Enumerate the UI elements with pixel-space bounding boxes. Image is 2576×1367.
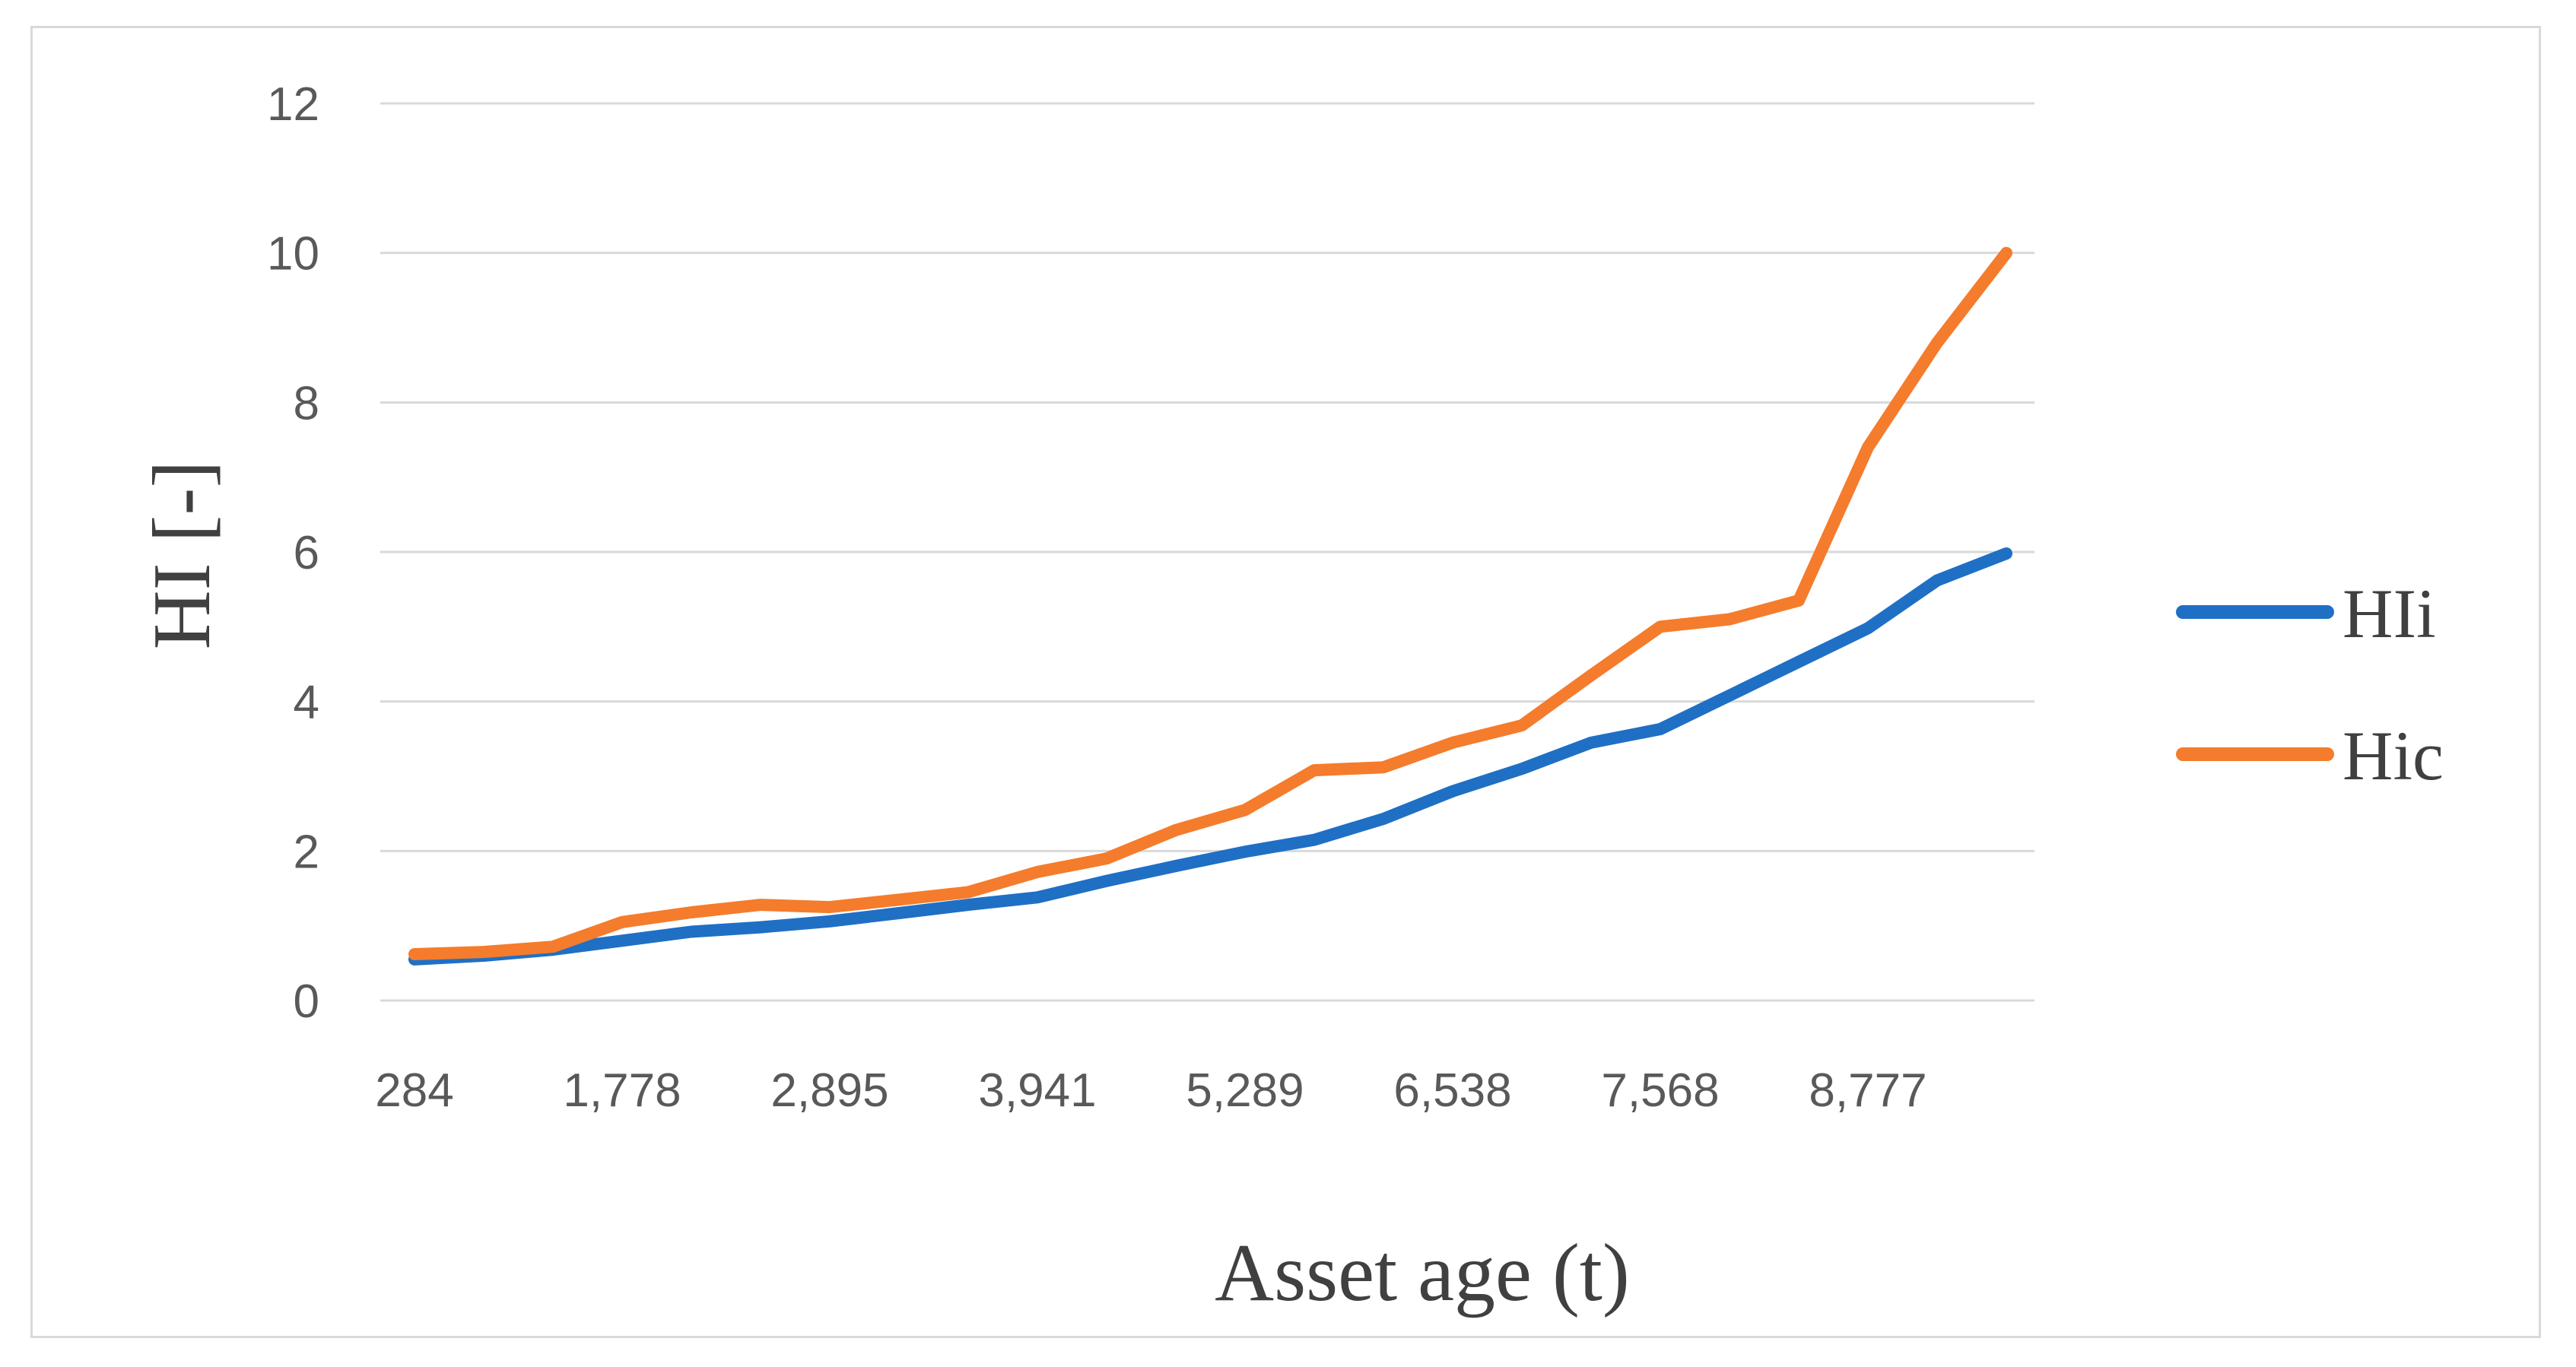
x-tick-label: 1,778 [563,1064,681,1117]
y-axis-title: HI [-] [137,461,227,650]
series-line-hic [408,246,2012,960]
series-line-hii [408,547,2012,966]
legend-label-hic: Hic [2343,717,2444,795]
x-tick-label: 6,538 [1393,1064,1511,1117]
y-tick-label: 10 [267,228,319,281]
x-tick-label: 2,895 [770,1064,888,1117]
y-axis-ticks: 0 2 4 6 8 10 12 [267,78,319,1028]
x-axis-ticks: 284 1,778 2,895 3,941 5,289 6,538 7,568 8,777 [375,1064,1926,1117]
y-tick-label: 4 [294,677,319,729]
gridlines [380,102,2034,1002]
y-tick-label: 12 [267,78,319,131]
x-tick-label: 5,289 [1186,1064,1304,1117]
series-lines [408,246,2012,966]
y-tick-label: 6 [294,527,319,579]
legend: HIi Hic [2176,575,2444,795]
x-tick-label: 284 [375,1064,453,1117]
y-tick-label: 2 [294,826,319,878]
x-axis-title: Asset age (t) [1215,1228,1630,1318]
y-tick-label: 8 [294,377,319,430]
y-tick-label: 0 [294,975,319,1028]
x-tick-label: 8,777 [1809,1064,1926,1117]
legend-label-hii: HIi [2343,575,2436,652]
chart-frame [30,26,2541,1338]
x-tick-label: 3,941 [978,1064,1096,1117]
x-tick-label: 7,568 [1601,1064,1719,1117]
